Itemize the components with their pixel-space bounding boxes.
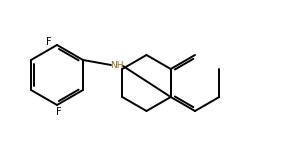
Text: F: F: [56, 107, 62, 117]
Text: F: F: [46, 37, 52, 47]
Text: NH: NH: [110, 61, 124, 71]
